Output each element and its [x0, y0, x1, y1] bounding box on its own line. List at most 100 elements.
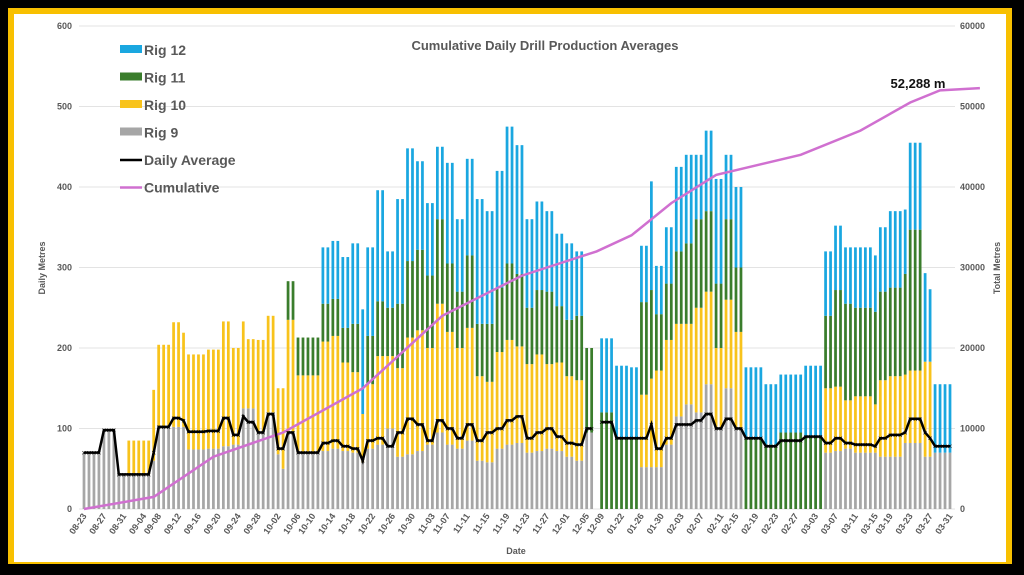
x-tick-label: 10-18 — [336, 511, 357, 536]
bar-rig12 — [734, 187, 738, 268]
y-tick-label: 0 — [67, 504, 72, 514]
bar-rig11 — [505, 263, 509, 340]
y2-tick-label: 50000 — [960, 102, 985, 112]
bar-rig11 — [854, 307, 857, 397]
bar-rig11 — [615, 438, 618, 509]
bar-rig10 — [435, 303, 439, 433]
bar-rig9 — [401, 456, 404, 509]
x-tick-label: 11-19 — [491, 511, 512, 535]
bar-rig12 — [336, 240, 340, 299]
bar-rig11 — [465, 255, 469, 328]
bar-rig9 — [530, 452, 534, 509]
bar-rig10 — [470, 327, 474, 441]
bar-rig12 — [535, 201, 539, 291]
bar-rig10 — [301, 375, 305, 453]
bar-rig9 — [948, 452, 952, 509]
bar-rig10 — [411, 337, 414, 455]
bar-rig11 — [908, 229, 912, 371]
bar-rig11 — [431, 275, 434, 348]
bar-rig11 — [545, 291, 549, 365]
bar-rig12 — [615, 365, 618, 439]
bar-rig11 — [535, 290, 539, 355]
bar-rig9 — [565, 456, 569, 509]
bar-rig12 — [913, 142, 917, 230]
chart-title: Cumulative Daily Drill Production Averag… — [411, 38, 678, 53]
bar-rig11 — [709, 211, 713, 292]
bar-rig12 — [510, 126, 514, 264]
bar-rig9 — [226, 446, 230, 509]
bar-rig10 — [575, 380, 579, 461]
bar-rig10 — [868, 396, 872, 453]
bar-rig9 — [893, 456, 897, 509]
bar-rig9 — [674, 416, 678, 509]
bar-rig11 — [759, 438, 763, 509]
bar-rig12 — [495, 170, 499, 288]
bar-rig12 — [645, 245, 648, 303]
y2-tick-label: 0 — [960, 504, 965, 514]
bar-rig11 — [565, 319, 569, 377]
bar-rig10 — [729, 299, 733, 389]
bar-rig10 — [694, 307, 698, 413]
bar-rig12 — [669, 227, 673, 284]
x-tick-label: 09-16 — [182, 511, 203, 536]
bar-rig11 — [694, 219, 698, 308]
bar-rig9 — [829, 452, 832, 509]
y-tick-label: 600 — [57, 21, 72, 31]
bar-rig9 — [650, 467, 653, 509]
bar-rig11 — [834, 290, 837, 387]
bar-rig12 — [455, 219, 459, 292]
x-tick-label: 01-22 — [605, 511, 626, 536]
bar-rig12 — [351, 243, 355, 324]
bar-rig9 — [465, 440, 469, 509]
y2-tick-label: 30000 — [960, 263, 985, 273]
bar-rig11 — [754, 438, 758, 509]
bar-rig11 — [739, 267, 743, 332]
bar-rig11 — [406, 261, 409, 338]
bar-rig9 — [266, 412, 270, 509]
bar-rig9 — [102, 430, 106, 509]
legend: Rig 12 Rig 11 Rig 10 Rig 9 Daily Average Cumu… — [120, 42, 236, 196]
x-tick-label: 03-03 — [799, 511, 820, 536]
bar-rig11 — [664, 283, 668, 340]
bar-rig12 — [396, 199, 399, 304]
bar-rig12 — [565, 243, 569, 320]
bar-rig9 — [550, 448, 554, 509]
bar-rig10 — [908, 370, 912, 443]
bar-rig9 — [908, 442, 912, 509]
bar-rig10 — [440, 303, 444, 433]
bar-rig9 — [202, 449, 205, 509]
bar-rig12 — [844, 247, 847, 304]
bar-rig11 — [719, 283, 723, 348]
x-tick-label: 09-24 — [222, 511, 243, 536]
bar-rig11 — [411, 261, 414, 338]
bar-rig10 — [500, 352, 504, 449]
bar-rig10 — [923, 361, 927, 457]
bar-rig10 — [261, 339, 265, 433]
bar-rig11 — [714, 283, 718, 348]
legend-item: Cumulative — [120, 180, 220, 196]
y2-tick-label: 20000 — [960, 343, 985, 353]
bar-rig11 — [654, 314, 658, 371]
bar-rig12 — [470, 158, 474, 256]
bar-rig9 — [440, 432, 444, 509]
bar-rig11 — [321, 303, 325, 342]
bar-rig10 — [465, 327, 469, 441]
bar-rig12 — [635, 367, 638, 439]
bar-rig10 — [256, 339, 260, 433]
bar-rig11 — [779, 432, 783, 509]
bar-rig12 — [341, 257, 345, 328]
bar-rig9 — [421, 451, 424, 509]
bar-rig9 — [500, 448, 504, 509]
bar-rig11 — [495, 287, 499, 353]
bar-rig12 — [659, 265, 663, 315]
bar-rig9 — [127, 474, 131, 509]
bar-rig9 — [376, 444, 380, 509]
bar-rig9 — [346, 451, 350, 509]
bar-rig9 — [928, 456, 932, 509]
bar-rig10 — [640, 394, 643, 468]
bar-rig12 — [326, 247, 330, 304]
bar-rig9 — [590, 432, 594, 509]
bar-rig12 — [610, 338, 613, 413]
x-tick-label: 10-30 — [396, 511, 417, 536]
bar-rig11 — [799, 432, 803, 509]
